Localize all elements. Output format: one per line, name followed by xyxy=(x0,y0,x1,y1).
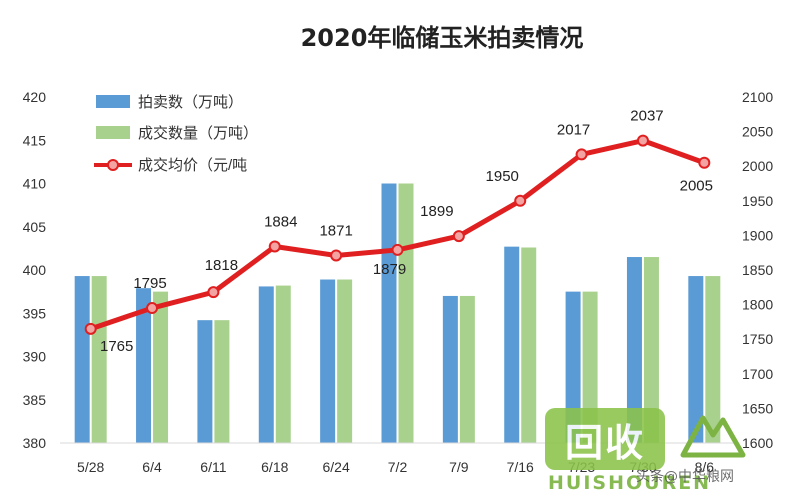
x-axis-category-label: 7/16 xyxy=(507,459,534,475)
bar-auction-volume xyxy=(565,291,581,443)
watermark-logo-icon xyxy=(680,415,746,458)
x-axis-category-label: 6/18 xyxy=(261,459,288,475)
right-axis-tick-label: 2050 xyxy=(742,124,773,140)
price-data-label: 2005 xyxy=(680,178,713,195)
x-axis-category-label: 7/9 xyxy=(449,459,469,475)
watermark-caption: 头条@中华粮网 xyxy=(636,469,734,485)
price-point xyxy=(207,286,220,299)
legend-label-price: 成交均价（元/吨 xyxy=(138,156,247,174)
chart-title: 2020年临储玉米拍卖情况 xyxy=(301,24,584,52)
price-point xyxy=(330,249,343,262)
price-data-label: 2017 xyxy=(557,121,590,138)
price-point xyxy=(268,240,281,253)
x-axis-category-label: 8/6 xyxy=(695,459,715,475)
right-axis-tick-label: 1650 xyxy=(742,400,773,416)
right-axis-tick-label: 2100 xyxy=(742,89,773,105)
price-data-label: 1871 xyxy=(319,222,352,239)
left-axis-tick-label: 390 xyxy=(23,349,47,365)
price-data-label: 1884 xyxy=(264,213,297,230)
bar-auction-volume xyxy=(74,276,90,443)
left-axis-tick-label: 400 xyxy=(23,262,47,278)
price-point xyxy=(391,243,404,256)
right-axis-tick-label: 1750 xyxy=(742,331,773,347)
bar-deal-volume xyxy=(643,257,659,443)
right-axis-tick-label: 2000 xyxy=(742,158,773,174)
right-axis-tick-label: 1850 xyxy=(742,262,773,278)
watermark-brand: HUISHOUREN xyxy=(548,472,712,494)
left-axis-tick-label: 395 xyxy=(23,305,47,321)
price-point xyxy=(84,322,97,335)
x-axis-category-label: 6/4 xyxy=(142,459,162,475)
bar-auction-volume xyxy=(258,286,274,443)
bar-deal-volume xyxy=(153,291,169,443)
bar-auction-volume xyxy=(504,246,520,443)
bar-deal-volume xyxy=(275,285,291,443)
bar-deal-volume xyxy=(214,320,230,443)
price-data-label: 1950 xyxy=(486,168,519,185)
left-axis-tick-label: 380 xyxy=(23,435,47,451)
bar-auction-volume xyxy=(320,279,336,443)
left-axis-tick-label: 420 xyxy=(23,89,47,105)
right-axis-tick-label: 1700 xyxy=(742,366,773,382)
bar-layer xyxy=(74,183,721,443)
bar-deal-volume xyxy=(337,279,353,443)
left-axis-tick-label: 405 xyxy=(23,219,47,235)
price-point xyxy=(636,134,649,147)
left-axis-tick-label: 385 xyxy=(23,392,47,408)
bar-deal-volume xyxy=(398,183,414,443)
bar-auction-volume xyxy=(688,276,704,443)
right-axis-tick-label: 1600 xyxy=(742,435,773,451)
price-data-label: 1765 xyxy=(100,338,133,355)
left-axis-tick-label: 410 xyxy=(23,176,47,192)
legend: 拍卖数（万吨） 成交数量（万吨） 成交均价（元/吨 xyxy=(94,94,258,174)
right-axis-tick-label: 1800 xyxy=(742,297,773,313)
x-axis-category-label: 5/28 xyxy=(77,459,104,475)
legend-label-auction: 拍卖数（万吨） xyxy=(138,94,243,111)
price-point xyxy=(514,194,527,207)
price-data-label: 1818 xyxy=(205,257,238,274)
price-point xyxy=(575,148,588,161)
left-axis-tick-label: 415 xyxy=(23,132,47,148)
price-data-label: 1879 xyxy=(373,261,406,278)
bar-auction-volume xyxy=(442,295,458,443)
price-data-label: 1899 xyxy=(420,203,453,220)
data-label-layer: 1765 1795 1818 1884 1871 1879 1899 1950 2017 2037… xyxy=(100,108,713,355)
bar-deal-volume xyxy=(705,276,721,443)
watermark-recycle-box: 回收 xyxy=(545,408,665,470)
right-axis-tick-label: 1950 xyxy=(742,193,773,209)
bar-deal-volume xyxy=(91,276,107,443)
bar-auction-volume xyxy=(197,320,213,443)
price-point xyxy=(146,302,159,315)
price-line-layer xyxy=(84,134,711,335)
bar-auction-volume xyxy=(626,257,642,443)
right-axis-tick-label: 1900 xyxy=(742,227,773,243)
price-point xyxy=(698,156,711,169)
bar-deal-volume xyxy=(459,295,475,443)
x-axis-category-label: 6/24 xyxy=(323,459,350,475)
price-data-label: 2037 xyxy=(630,108,663,125)
legend-marker-price xyxy=(107,159,119,171)
legend-label-deal: 成交数量（万吨） xyxy=(138,124,258,142)
bar-deal-volume xyxy=(582,291,598,443)
price-data-label: 1795 xyxy=(133,275,166,292)
x-axis-category-label: 7/2 xyxy=(388,459,408,475)
bar-auction-volume xyxy=(381,183,397,443)
legend-swatch-auction xyxy=(96,95,130,108)
bar-auction-volume xyxy=(136,288,152,443)
x-axis-category-label: 6/11 xyxy=(200,459,226,475)
legend-swatch-deal xyxy=(96,126,130,139)
bar-deal-volume xyxy=(521,247,537,443)
price-point xyxy=(452,230,465,243)
